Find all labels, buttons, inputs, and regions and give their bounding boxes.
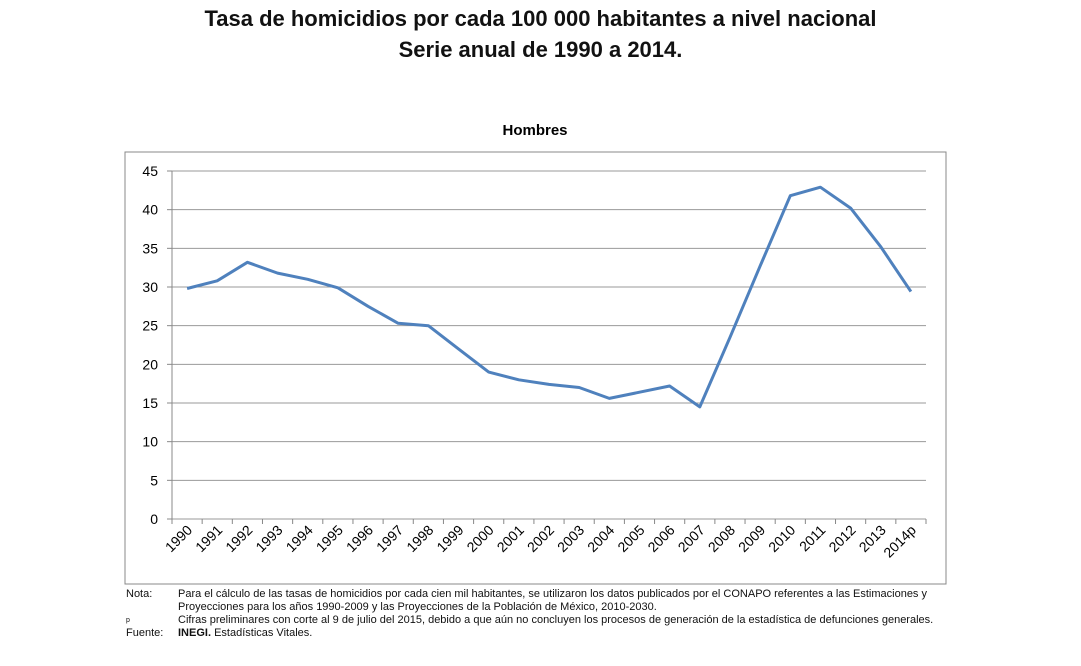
x-tick-label: 1998 [403, 522, 436, 555]
x-tick-label: 1993 [252, 522, 285, 555]
y-tick-label: 40 [142, 202, 158, 218]
source-row: Fuente: INEGI. Estadísticas Vitales. [126, 627, 956, 640]
note-row: Nota: Para el cálculo de las tasas de hom… [126, 588, 956, 614]
page-title: Tasa de homicidios por cada 100 000 habi… [204, 6, 877, 31]
x-tick-label: 1992 [222, 522, 255, 555]
note-mark: p [126, 617, 130, 624]
x-tick-label: 2001 [494, 522, 527, 555]
note-label: Nota: [126, 588, 153, 600]
x-tick-label: 2012 [825, 522, 858, 555]
source-label: Fuente: [126, 627, 164, 639]
data-line [186, 185, 913, 409]
x-tick-label: 1999 [433, 522, 466, 555]
y-tick-label: 25 [142, 318, 158, 334]
x-tick-label: 2007 [675, 522, 708, 555]
x-tick-label: 2014p [880, 522, 919, 561]
y-tick-label: 30 [142, 279, 158, 295]
x-tick-label: 1995 [313, 522, 346, 555]
note-label: p [126, 614, 178, 627]
x-tick-label: 1996 [343, 522, 376, 555]
x-tick-label: 1994 [282, 522, 315, 555]
page-subtitle: Serie anual de 1990 a 2014. [398, 37, 683, 62]
x-tick-label: 1991 [192, 522, 225, 555]
x-tick-label: 2006 [644, 522, 677, 555]
note-row: p Cifras preliminares con corte al 9 de j… [126, 614, 956, 627]
x-tick-label: 2009 [735, 522, 768, 555]
y-tick-label: 20 [142, 356, 158, 372]
note-text: Para el cálculo de las tasas de homicidi… [178, 588, 927, 613]
source-text: Estadísticas Vitales. [214, 627, 313, 639]
x-tick-label: 1997 [373, 522, 406, 555]
y-tick-label: 15 [142, 395, 158, 411]
x-tick-label: 2008 [705, 522, 738, 555]
x-tick-label: 1990 [162, 522, 195, 555]
x-tick-label: 2010 [765, 522, 798, 555]
y-tick-label: 35 [142, 240, 158, 256]
note-text: Cifras preliminares con corte al 9 de ju… [178, 614, 934, 626]
x-tick-label: 2003 [554, 522, 587, 555]
chart-title: Hombres [502, 122, 567, 139]
x-tick-label: 2005 [614, 522, 647, 555]
x-tick-label: 2004 [584, 522, 617, 555]
y-tick-label: 10 [142, 434, 158, 450]
x-tick-label: 2002 [524, 522, 557, 555]
y-tick-label: 0 [150, 511, 158, 527]
notes: Nota: Para el cálculo de las tasas de hom… [126, 588, 956, 640]
source-org: INEGI. [178, 627, 212, 639]
y-tick-label: 45 [142, 163, 158, 179]
chart-frame [124, 151, 947, 585]
x-tick-label: 2011 [796, 522, 829, 555]
chart: Hombres 05101520253035404519901991199219… [124, 122, 947, 585]
y-tick-label: 5 [150, 472, 158, 488]
x-tick-label: 2000 [463, 522, 496, 555]
